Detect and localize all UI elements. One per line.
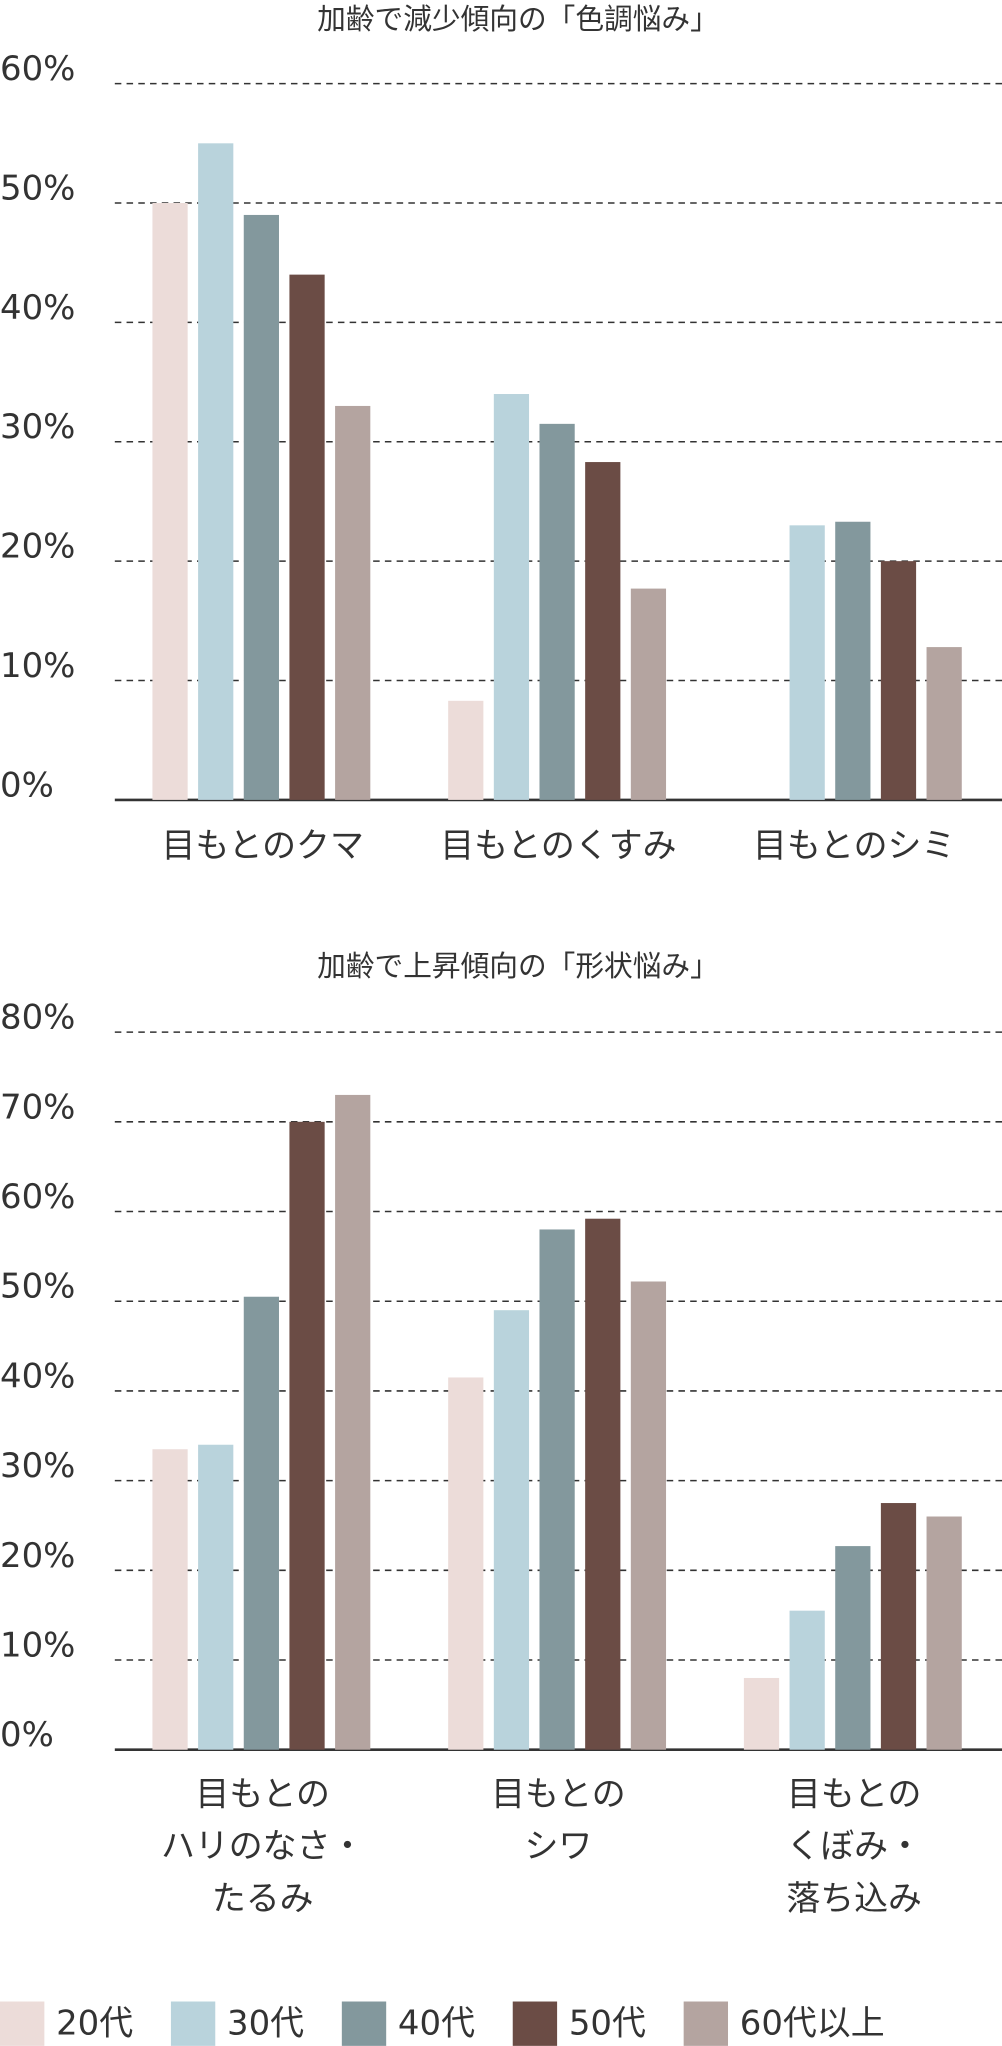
y-tick-label: 70% <box>0 1087 75 1126</box>
bar <box>198 143 234 800</box>
x-tick-label: 目もとのクマ <box>161 825 363 864</box>
y-tick-label: 50% <box>0 168 75 207</box>
x-tick-label: 目もとのシワ <box>491 1774 626 1865</box>
y-tick-label: 10% <box>0 646 75 685</box>
bar <box>198 1444 234 1750</box>
bar <box>493 394 530 800</box>
bar <box>493 1310 530 1750</box>
legend-label: 30代 <box>227 2004 304 2043</box>
x-tick-label: 目もとのくすみ <box>440 825 676 864</box>
y-tick-label: 10% <box>0 1625 75 1664</box>
bar <box>835 1546 871 1750</box>
bar <box>539 1229 575 1750</box>
legend-swatch <box>341 2001 387 2046</box>
bar <box>243 214 279 800</box>
bar <box>289 1121 325 1750</box>
bar <box>880 561 917 800</box>
y-tick-label: 0% <box>0 1715 54 1754</box>
bar <box>289 274 325 800</box>
y-tick-label: 40% <box>0 1356 75 1395</box>
bar <box>539 423 575 800</box>
legend-label: 20代 <box>56 2004 133 2043</box>
y-tick-label: 30% <box>0 407 75 446</box>
y-tick-label: 80% <box>0 998 75 1037</box>
bar <box>926 1516 962 1750</box>
bar <box>585 1218 621 1750</box>
x-tick-label: 目もとのシミ <box>753 825 955 864</box>
y-tick-label: 20% <box>0 527 75 566</box>
bar <box>630 1281 667 1750</box>
x-tick-label: 目もとのくぼみ・落ち込み <box>786 1774 922 1917</box>
bar <box>880 1503 917 1750</box>
legend-swatch <box>0 2001 45 2046</box>
bar <box>448 700 484 800</box>
bar <box>152 203 188 800</box>
bar <box>585 462 621 800</box>
legend-swatch <box>512 2001 558 2046</box>
bar <box>335 1094 371 1750</box>
legend-label: 50代 <box>569 2004 646 2043</box>
y-tick-label: 20% <box>0 1536 75 1575</box>
bar <box>789 525 825 800</box>
bar <box>152 1449 188 1750</box>
y-tick-label: 60% <box>0 1177 75 1216</box>
legend-label: 60代以上 <box>740 2004 885 2043</box>
y-tick-label: 30% <box>0 1446 75 1485</box>
chart-title: 加齢で上昇傾向の「形状悩み」 <box>317 949 719 983</box>
y-tick-label: 60% <box>0 49 75 88</box>
x-tick-label: 目もとのハリのなさ・たるみ <box>161 1774 364 1917</box>
y-tick-label: 40% <box>0 288 75 327</box>
bar <box>335 405 371 800</box>
legend-label: 40代 <box>398 2004 475 2043</box>
bar <box>926 647 962 800</box>
bar <box>448 1377 484 1750</box>
bar <box>243 1296 279 1750</box>
legend-swatch <box>683 2001 729 2046</box>
chart-title: 加齢で減少傾向の「色調悩み」 <box>317 2 719 36</box>
bar <box>630 588 667 800</box>
bar <box>789 1610 825 1750</box>
legend-swatch <box>170 2001 216 2046</box>
bar <box>743 1677 780 1750</box>
bar <box>835 521 871 800</box>
y-tick-label: 50% <box>0 1267 75 1306</box>
y-tick-label: 0% <box>0 765 54 804</box>
